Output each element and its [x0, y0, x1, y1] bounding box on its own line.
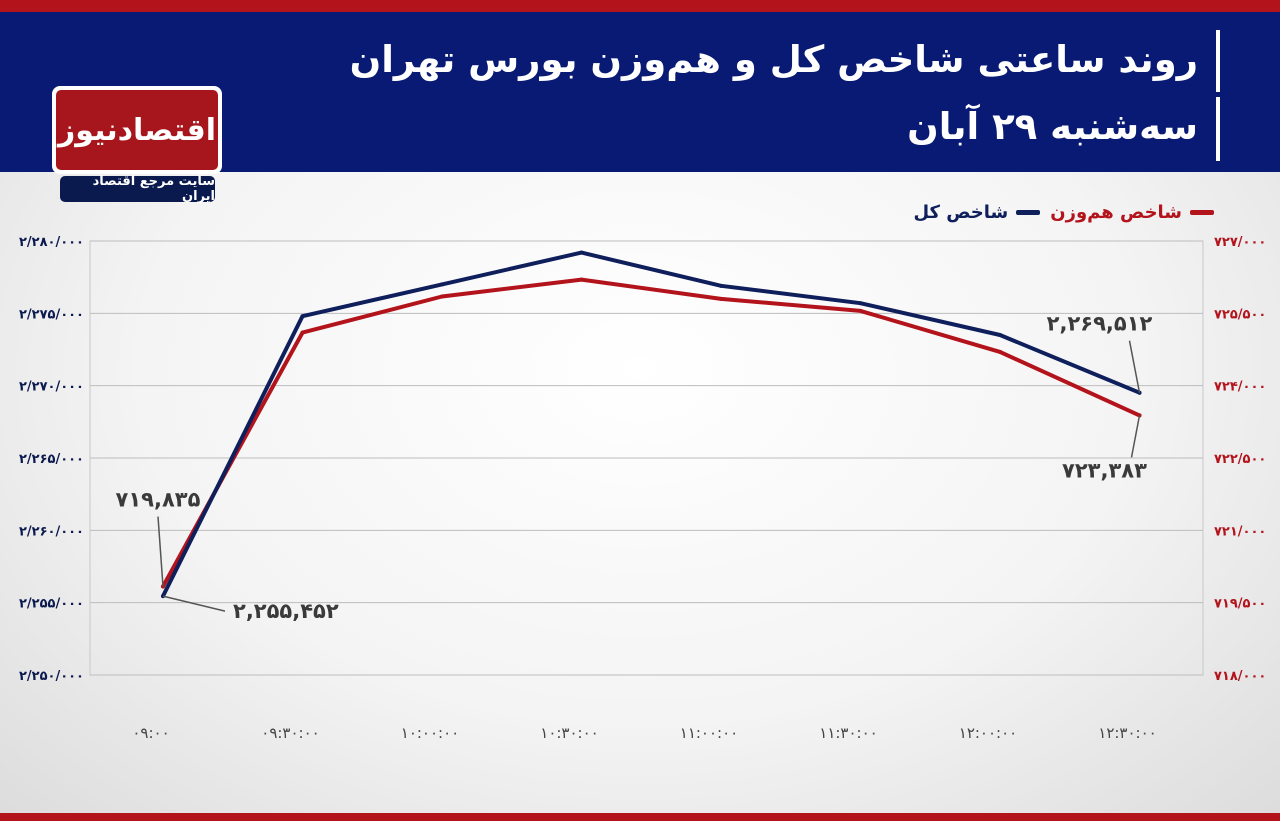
legend-swatch-total-index [1016, 210, 1041, 215]
legend-item-total-index: شاخص کل [913, 202, 1041, 223]
data-point-total-index [440, 282, 444, 287]
data-point-equal-weight [998, 349, 1002, 354]
subtitle-divider [1216, 97, 1220, 161]
x-axis-tick-label: ۱۰:۳۰:۰۰ [540, 724, 598, 742]
chart-legend: شاخص هم‌وزن شاخص کل [913, 202, 1214, 223]
right-axis-tick-label: ۷۲۵/۵۰۰ [1214, 307, 1266, 322]
brand-logo-text: اقتصادنیوز [56, 90, 218, 170]
series-line-total-index [161, 250, 1142, 599]
data-point-total-index [998, 333, 1002, 338]
bottom-accent-strip [0, 813, 1280, 821]
annotation-label: ۲,۲۵۵,۴۵۲ [233, 599, 339, 623]
left-axis-tick-label: ۲/۲۶۰/۰۰۰ [19, 524, 84, 539]
annotation-leader-line [1128, 340, 1141, 393]
annotation-leader-line [162, 595, 226, 612]
annotation-label: ۲,۲۶۹,۵۱۲ [1047, 312, 1153, 336]
x-axis-tick-label: ۱۱:۰۰:۰۰ [680, 724, 738, 742]
x-axis-tick-label: ۰۹:۳۰:۰۰ [261, 724, 319, 742]
top-accent-strip [0, 0, 1280, 12]
legend-label-total-index: شاخص کل [913, 202, 1009, 223]
right-axis-tick-label: ۷۱۸/۰۰۰ [1214, 669, 1266, 684]
x-axis-tick-label: ۱۲:۰۰:۰۰ [959, 724, 1017, 742]
x-axis-tick-label: ۱۰:۰۰:۰۰ [401, 724, 459, 742]
right-axis-tick-label: ۷۲۱/۰۰۰ [1214, 524, 1266, 539]
data-point-equal-weight [300, 330, 305, 335]
page-subtitle: سه‌شنبه ۲۹ آبان [907, 105, 1198, 148]
data-point-total-index [719, 283, 723, 288]
left-axis-tick-label: ۲/۲۵۵/۰۰۰ [19, 597, 84, 612]
left-axis-tick-label: ۲/۲۸۰/۰۰۰ [19, 235, 84, 250]
data-point-equal-weight [719, 296, 723, 301]
annotation-leader-line [1130, 415, 1141, 458]
legend-label-equal-weight: شاخص هم‌وزن [1050, 202, 1182, 223]
right-axis-tick-label: ۷۲۲/۵۰۰ [1214, 452, 1266, 467]
page-title: روند ساعتی شاخص کل و هم‌وزن بورس تهران [349, 38, 1198, 81]
left-axis-tick-label: ۲/۲۷۵/۰۰۰ [19, 307, 84, 322]
legend-swatch-equal-weight [1190, 210, 1214, 215]
series-line-equal-weight [161, 277, 1142, 589]
right-axis-tick-label: ۷۲۷/۰۰۰ [1214, 235, 1266, 250]
x-axis-tick-label: ۱۱:۳۰:۰۰ [819, 724, 877, 742]
annotation-label: ۷۱۹,۸۳۵ [116, 488, 201, 512]
x-axis-tick-label: ۰۹:۰۰ [132, 724, 169, 742]
data-point-equal-weight [579, 277, 584, 282]
right-axis-tick-label: ۷۲۴/۰۰۰ [1214, 380, 1266, 395]
brand-logo: اقتصادنیوز [52, 86, 222, 174]
title-divider [1216, 30, 1220, 92]
data-point-equal-weight [440, 294, 444, 299]
right-axis-tick-label: ۷۱۹/۵۰۰ [1214, 597, 1266, 612]
x-axis-tick-label: ۱۲:۳۰:۰۰ [1098, 724, 1156, 742]
left-axis-tick-label: ۲/۲۵۰/۰۰۰ [19, 669, 84, 684]
left-axis-tick-label: ۲/۲۶۵/۰۰۰ [19, 452, 84, 467]
data-point-total-index [858, 301, 863, 306]
annotation-label: ۷۲۳,۳۸۳ [1062, 458, 1147, 482]
brand-tagline: سایت مرجع اقتصاد ایران [60, 174, 215, 204]
annotation-leader-line [157, 516, 164, 587]
data-point-equal-weight [858, 308, 863, 313]
data-point-total-index [579, 250, 584, 255]
left-axis-tick-label: ۲/۲۷۰/۰۰۰ [19, 380, 84, 395]
data-point-total-index [300, 314, 305, 319]
legend-item-equal-weight: شاخص هم‌وزن [1050, 202, 1214, 223]
